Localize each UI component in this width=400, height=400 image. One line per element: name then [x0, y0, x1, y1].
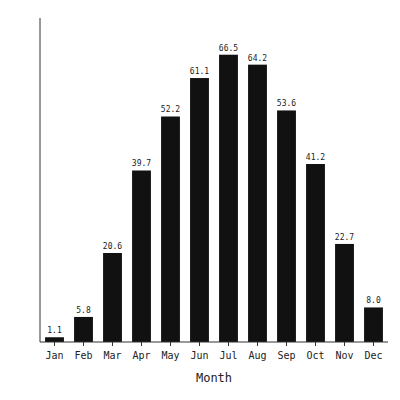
x-tick [286, 342, 287, 346]
x-tick [54, 342, 55, 346]
x-tick-label: Jul [219, 350, 237, 361]
x-tick-label: Dec [364, 350, 382, 361]
x-tick-label: Jan [45, 350, 63, 361]
x-tick [170, 342, 171, 346]
bar [219, 55, 238, 342]
data-label: 52.2 [161, 105, 180, 114]
x-tick-label: Feb [74, 350, 92, 361]
x-tick-label: Oct [306, 350, 324, 361]
data-label: 61.1 [190, 67, 209, 76]
bar [103, 253, 122, 342]
data-label: 1.1 [47, 326, 62, 335]
y-axis-line [40, 18, 41, 342]
bar [190, 78, 209, 342]
chart: Jan Feb Mar Apr May Jun Jul Aug Sep Oct Nov Dec 1.1 5… [0, 0, 400, 400]
x-tick [112, 342, 113, 346]
x-tick-label: Jun [190, 350, 208, 361]
data-label: 5.8 [76, 306, 91, 315]
x-tick-label: Nov [335, 350, 353, 361]
x-tick [315, 342, 316, 346]
x-tick [199, 342, 200, 346]
data-label: 53.6 [277, 99, 296, 108]
x-tick-label: Apr [132, 350, 150, 361]
x-tick [344, 342, 345, 346]
bar [306, 164, 325, 342]
bar [248, 65, 267, 342]
x-tick [257, 342, 258, 346]
x-axis-line [40, 342, 388, 343]
bar [132, 170, 151, 342]
bar [277, 110, 296, 342]
bar [74, 317, 93, 342]
data-label: 20.6 [103, 242, 122, 251]
data-label: 64.2 [248, 54, 267, 63]
page: {"chart_data": {"type": "bar", "categori… [0, 0, 400, 400]
data-label: 39.7 [132, 159, 151, 168]
data-label: 41.2 [306, 153, 325, 162]
x-axis-label: Month [196, 371, 232, 385]
bar [364, 307, 383, 342]
bar [335, 244, 354, 342]
x-tick [373, 342, 374, 346]
bar [45, 337, 64, 342]
data-label: 8.0 [366, 296, 381, 305]
bar [161, 116, 180, 342]
x-tick [141, 342, 142, 346]
plot-area [45, 55, 383, 342]
data-label: 66.5 [219, 44, 238, 53]
x-tick-label: Sep [277, 350, 295, 361]
x-tick [228, 342, 229, 346]
x-tick [83, 342, 84, 346]
x-tick-label: Mar [103, 350, 121, 361]
data-label: 22.7 [335, 233, 354, 242]
x-tick-label: Aug [248, 350, 266, 361]
x-tick-label: May [161, 350, 179, 361]
